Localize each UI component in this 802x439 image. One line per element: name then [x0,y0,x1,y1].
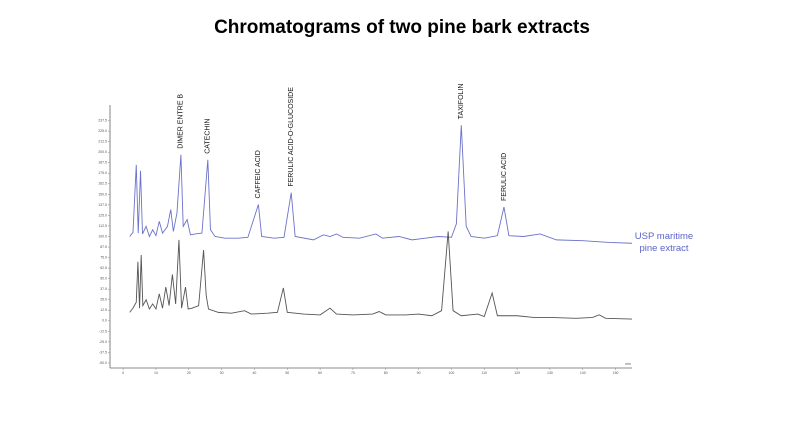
x-tick-label: 80 [384,371,388,375]
y-tick-label: 237.5 [98,119,107,123]
chart-title: Chromatograms of two pine bark extracts [214,17,590,38]
x-tick-label: 70 [351,371,355,375]
y-tick-label: 212.5 [98,140,107,144]
y-tick-label: 50.0 [100,277,107,281]
x-tick-label: 90 [417,371,421,375]
x-tick-label: 60 [318,371,322,375]
y-tick-label: 25.0 [100,298,107,302]
x-tick-label: 130 [547,371,553,375]
peak-label: TAXIFOLIN [458,84,465,120]
x-tick-label: 10 [154,371,158,375]
x-tick-label: 40 [252,371,256,375]
y-tick-label: 12.5 [100,308,107,312]
y-tick-label: 175.0 [98,171,107,175]
y-tick-label: -37.5 [99,350,107,354]
x-axis-label: min [625,362,631,366]
trace [129,231,633,320]
peak-label: FERULIC ACID-O-GLUCOSIDE [288,87,295,187]
y-tick-label: 225.0 [98,129,107,133]
y-tick-label: 200.0 [98,150,107,154]
x-tick-label: 30 [220,371,224,375]
y-tick-label: 75.0 [100,255,107,259]
y-tick-label: -25.0 [99,340,107,344]
y-tick-label: 112.5 [99,224,108,228]
peak-label: FERULIC ACID [501,153,508,201]
y-tick-label: 162.5 [98,182,107,186]
y-tick-label: 87.5 [100,245,107,249]
x-tick-label: 110 [481,371,487,375]
y-tick-label: -50.0 [99,361,107,365]
x-tick-label: 120 [514,371,520,375]
x-tick-label: 150 [613,371,619,375]
y-tick-label: 187.5 [98,161,107,165]
y-tick-label: 150.0 [98,192,107,196]
y-tick-label: 100.0 [98,234,107,238]
legend-label: USP maritime pine extract [634,231,694,254]
y-tick-label: 0.0 [102,319,107,323]
y-tick-label: 37.5 [100,287,107,291]
y-tick-label: 125.0 [98,213,107,217]
x-tick-label: 20 [187,371,191,375]
peak-label: CATECHIN [205,119,212,154]
peak-label: CAFFEIC ACID [255,150,262,198]
y-tick-label: 137.5 [98,203,107,207]
x-tick-label: 50 [285,371,289,375]
peak-label: DIMER ENTRE B [178,94,185,149]
y-tick-label: -12.5 [99,329,107,333]
x-tick-label: 140 [580,371,586,375]
y-tick-label: 62.5 [100,266,107,270]
x-tick-label: 100 [449,371,455,375]
trace [129,125,633,244]
x-tick-label: 0 [122,371,124,375]
